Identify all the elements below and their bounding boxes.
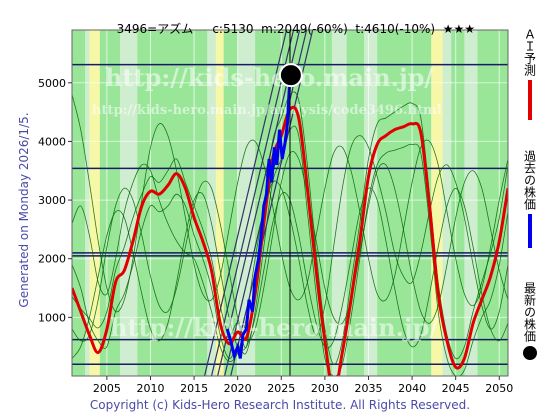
y-tick-layer: 1000 2000 3000 4000 5000 bbox=[38, 77, 72, 324]
x-tick-label-2035: 2035 bbox=[354, 382, 382, 395]
legend-ai-forecast-label: ＡＩ予測 bbox=[522, 28, 537, 76]
x-tick-label-2045: 2045 bbox=[442, 382, 470, 395]
rating-stars: ★★★ bbox=[442, 22, 475, 36]
legend-latest-price-label: 最新の株価 bbox=[522, 282, 537, 342]
band-11 bbox=[477, 30, 508, 376]
x-tick-label-2040: 2040 bbox=[398, 382, 426, 395]
diagonal-line-2 bbox=[217, 30, 301, 376]
band-4 bbox=[215, 30, 224, 376]
diagonal-line-1 bbox=[210, 30, 295, 376]
x-tick-label-2005: 2005 bbox=[93, 382, 121, 395]
diagonal-line-4 bbox=[230, 30, 314, 376]
y-tick-label-5000: 5000 bbox=[38, 77, 66, 90]
series-layer bbox=[72, 75, 508, 376]
band-5 bbox=[223, 30, 238, 376]
legend-ai-forecast-swatch bbox=[528, 80, 532, 120]
ai-forecast-line bbox=[72, 105, 508, 376]
x-tick-label-2020: 2020 bbox=[224, 382, 252, 395]
band-10 bbox=[451, 30, 465, 376]
chart-title: 3496=アズム c:5130 m:2049(-60%) t:4610(-10%… bbox=[72, 6, 512, 37]
past-price-line bbox=[225, 75, 292, 361]
band-1 bbox=[89, 30, 100, 376]
y-tick-label-3000: 3000 bbox=[38, 194, 66, 207]
x-tick-label-2010: 2010 bbox=[136, 382, 164, 395]
x-tick-label-2050: 2050 bbox=[485, 382, 513, 395]
stock-code: 3496=アズム bbox=[116, 22, 194, 36]
target-price: t:4610(-10%) bbox=[355, 22, 436, 36]
x-tick-label-2025: 2025 bbox=[267, 382, 295, 395]
legend-past-price: 過去の株価 bbox=[510, 150, 550, 260]
x-tick-layer: 2005 2010 2015 2020 2025 2030 2035 2040 2045 2050 bbox=[93, 376, 513, 395]
legend-past-price-swatch bbox=[528, 214, 532, 248]
watermark-line-2: http://kids-hero.main.jp/analysis/code34… bbox=[92, 103, 442, 118]
legend-latest-price-dot-icon bbox=[523, 346, 537, 360]
band-0 bbox=[72, 30, 86, 376]
plot-frame bbox=[71, 29, 509, 377]
thin-line-1 bbox=[72, 125, 508, 376]
min-price: m:2049(-60%) bbox=[261, 22, 348, 36]
generated-date: Generated on Monday 2026/1/5. bbox=[17, 112, 31, 308]
watermark-layer: http://kids-hero.main.jp/ http://kids-he… bbox=[92, 63, 442, 342]
watermark-line-1: http://kids-hero.main.jp/ bbox=[105, 63, 433, 92]
current-price: c:5130 bbox=[212, 22, 254, 36]
band-3 bbox=[137, 30, 208, 376]
band-8 bbox=[377, 30, 432, 376]
latest-point-layer bbox=[278, 63, 303, 88]
x-tick-label-2030: 2030 bbox=[311, 382, 339, 395]
x-tick-label-2015: 2015 bbox=[180, 382, 208, 395]
legend-latest-price: 最新の株価 bbox=[510, 282, 550, 382]
copyright-notice: Copyright (c) Kids-Hero Research Institu… bbox=[89, 398, 471, 412]
latest-price-dot bbox=[278, 63, 303, 88]
legend-past-price-label: 過去の株価 bbox=[522, 150, 537, 210]
watermark-line-3: http://kids-hero.main.jp/ bbox=[110, 313, 438, 342]
y-tick-label-1000: 1000 bbox=[38, 311, 66, 324]
band-9 bbox=[431, 30, 443, 376]
y-tick-label-2000: 2000 bbox=[38, 253, 66, 266]
legend-ai-forecast: ＡＩ予測 bbox=[510, 28, 550, 138]
y-tick-label-4000: 4000 bbox=[38, 135, 66, 148]
